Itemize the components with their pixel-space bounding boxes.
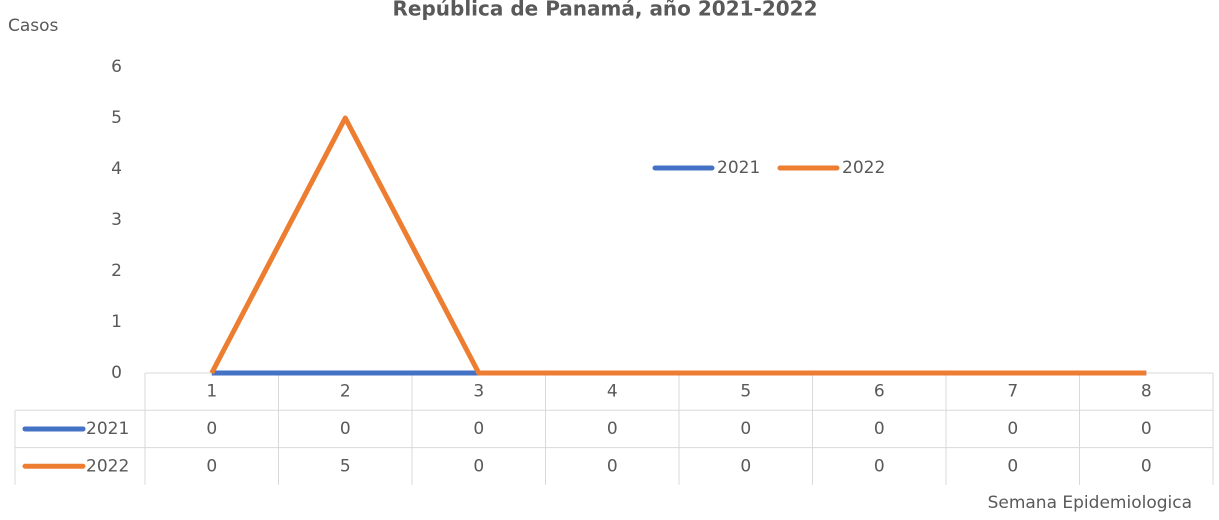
y-tick-label: 5 — [111, 108, 122, 128]
table-cell: 0 — [340, 419, 351, 439]
y-tick-label: 1 — [111, 312, 122, 332]
y-tick-label: 0 — [111, 363, 122, 383]
x-tick-label: 1 — [206, 382, 217, 402]
x-tick-label: 3 — [473, 382, 484, 402]
table-cell: 0 — [1141, 456, 1152, 476]
table-cell: 0 — [206, 456, 217, 476]
table-cell: 0 — [740, 456, 751, 476]
x-tick-label: 7 — [1007, 382, 1018, 402]
series-line — [209, 115, 1147, 376]
table-cell: 0 — [874, 456, 885, 476]
y-tick-label: 3 — [111, 210, 122, 230]
table-cell: 0 — [473, 419, 484, 439]
table-cell: 0 — [607, 419, 618, 439]
table-series-name: 2021 — [86, 419, 129, 439]
x-tick-label: 4 — [607, 382, 618, 402]
y-tick-label: 4 — [111, 159, 122, 179]
chart-title: República de Panamá, año 2021-2022 — [392, 0, 817, 21]
table-cell: 0 — [874, 419, 885, 439]
x-axis-label: Semana Epidemiologica — [988, 493, 1192, 513]
x-tick-label: 8 — [1141, 382, 1152, 402]
x-tick-label: 5 — [740, 382, 751, 402]
table-series-name: 2022 — [86, 456, 129, 476]
x-tick-label: 6 — [874, 382, 885, 402]
y-tick-label: 6 — [111, 57, 122, 77]
table-cell: 0 — [607, 456, 618, 476]
table-cell: 0 — [473, 456, 484, 476]
table-cell: 0 — [1007, 456, 1018, 476]
x-tick-label: 2 — [340, 382, 351, 402]
y-axis-label: Casos — [8, 16, 59, 36]
legend-label: 2021 — [717, 158, 760, 178]
table-cell: 0 — [1141, 419, 1152, 439]
legend-label: 2022 — [842, 158, 885, 178]
table-cell: 0 — [1007, 419, 1018, 439]
table-cell: 5 — [340, 456, 351, 476]
table-cell: 0 — [740, 419, 751, 439]
y-tick-label: 2 — [111, 261, 122, 281]
table-cell: 0 — [206, 419, 217, 439]
